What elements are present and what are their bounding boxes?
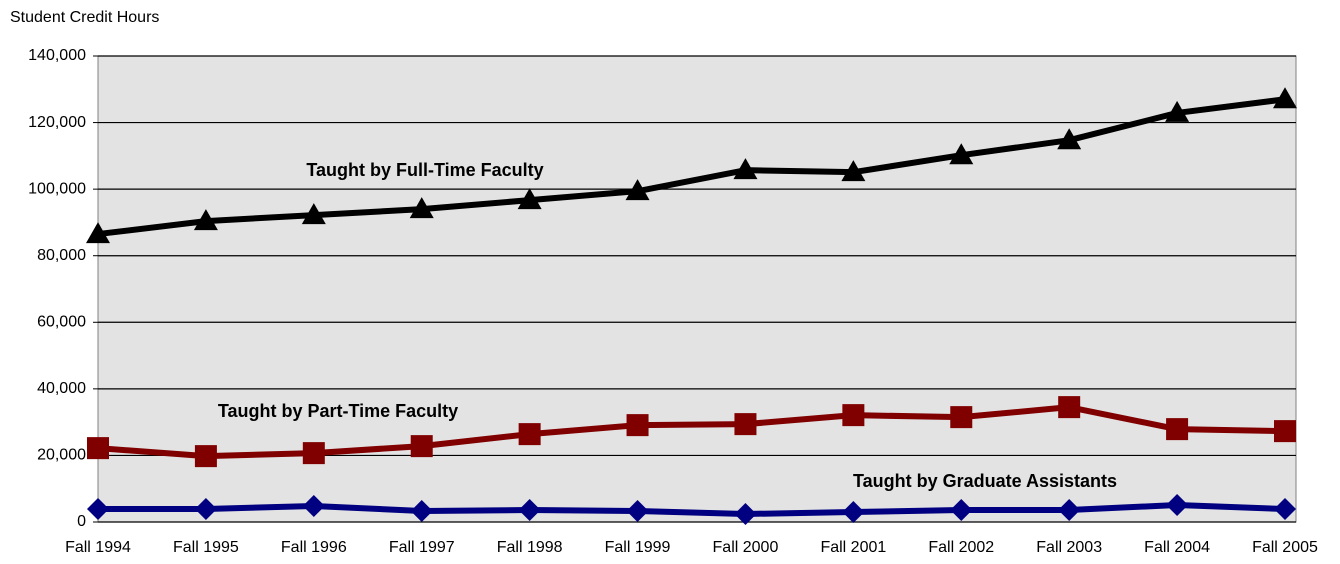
x-tick-label: Fall 1996: [281, 539, 347, 556]
marker: [193, 209, 218, 231]
marker: [1166, 418, 1189, 441]
series-line: [97, 404, 1286, 460]
y-tick-label: 0: [77, 513, 86, 530]
marker: [626, 500, 649, 523]
x-tick-label: Fall 2004: [1144, 539, 1210, 556]
y-tick-label: 80,000: [37, 247, 86, 264]
x-tick-label: Fall 1997: [389, 539, 455, 556]
y-tick-label: 40,000: [37, 380, 86, 397]
marker: [733, 158, 758, 180]
marker: [301, 203, 326, 225]
marker: [409, 197, 434, 219]
marker: [1273, 87, 1297, 109]
marker: [949, 143, 974, 165]
x-tick-label: Fall 2003: [1036, 539, 1102, 556]
marker: [842, 501, 865, 524]
marker: [410, 435, 433, 458]
x-tick-label: Fall 2000: [713, 539, 779, 556]
marker: [518, 423, 541, 446]
marker: [1274, 498, 1296, 521]
x-tick-label: Fall 1995: [173, 539, 239, 556]
y-tick-label: 20,000: [37, 447, 86, 464]
marker: [194, 445, 217, 468]
marker: [518, 499, 541, 522]
marker: [1057, 128, 1082, 150]
marker: [1166, 494, 1189, 517]
y-tick-label: 60,000: [37, 314, 86, 331]
marker: [1274, 420, 1296, 443]
marker: [625, 179, 650, 201]
marker: [302, 495, 325, 518]
marker: [194, 498, 217, 521]
series-label: Taught by Part-Time Faculty: [218, 401, 458, 421]
marker: [734, 503, 757, 526]
marker: [410, 500, 433, 523]
marker: [87, 437, 109, 460]
marker: [517, 188, 542, 210]
marker: [950, 499, 973, 522]
marker: [950, 406, 973, 429]
marker: [1165, 100, 1190, 122]
marker: [1058, 499, 1081, 522]
marker: [302, 442, 325, 465]
series-label: Taught by Graduate Assistants: [853, 471, 1117, 491]
x-tick-label: Fall 1998: [497, 539, 563, 556]
marker: [87, 498, 109, 521]
marker: [841, 160, 866, 182]
marker: [626, 414, 649, 437]
x-tick-label: Fall 1994: [65, 539, 131, 556]
series-line: [97, 96, 1286, 238]
y-tick-label: 120,000: [28, 114, 86, 131]
x-tick-label: Fall 2005: [1252, 539, 1318, 556]
y-tick-label: 100,000: [28, 180, 86, 197]
x-tick-label: Fall 2002: [928, 539, 994, 556]
series-label: Taught by Full-Time Faculty: [306, 160, 543, 180]
marker: [734, 413, 757, 436]
axis-title: Student Credit Hours: [10, 9, 159, 26]
x-tick-label: Fall 1999: [605, 539, 671, 556]
x-tick-label: Fall 2001: [820, 539, 886, 556]
marker: [842, 404, 865, 427]
marker: [1058, 396, 1081, 419]
y-tick-label: 140,000: [28, 47, 86, 64]
series-line: [98, 502, 1286, 518]
marker: [86, 222, 110, 244]
